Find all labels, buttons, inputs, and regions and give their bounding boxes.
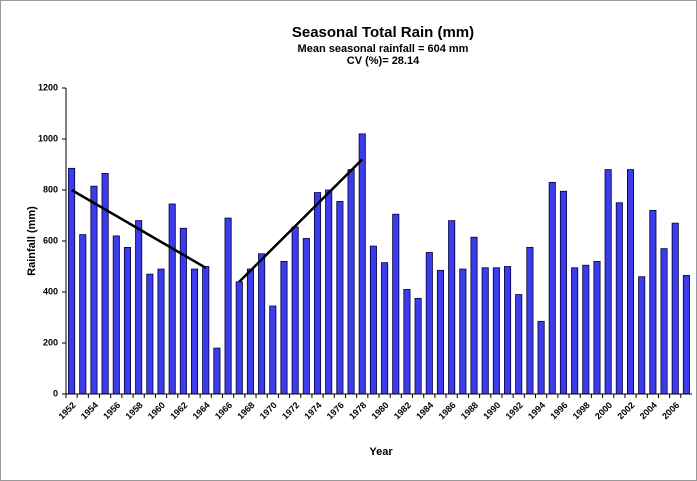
- bar: [548, 181, 556, 395]
- bar: [313, 192, 322, 395]
- bar: [135, 220, 143, 395]
- bar: [615, 202, 623, 395]
- bar: [492, 267, 500, 395]
- bar: [660, 248, 668, 395]
- bar: [202, 266, 210, 395]
- bar: [425, 252, 433, 395]
- bar: [213, 347, 221, 395]
- bar: [146, 273, 154, 395]
- bar: [392, 213, 400, 395]
- bar: [604, 169, 612, 395]
- bar: [504, 266, 512, 395]
- subtitle: CV (%)= 28.14: [347, 55, 420, 67]
- trend-line: [238, 158, 364, 283]
- bar: [191, 268, 199, 395]
- y-tick-label: 1200: [38, 82, 58, 92]
- bar: [682, 275, 690, 395]
- bar: [280, 260, 288, 395]
- bar: [79, 234, 87, 395]
- y-tick-label: 1000: [38, 133, 58, 143]
- bar: [671, 222, 679, 395]
- bar: [638, 276, 646, 395]
- bar: [448, 220, 456, 395]
- bar: [101, 173, 109, 395]
- bar: [459, 268, 467, 395]
- y-axis-label: Rainfall (mm): [26, 206, 38, 276]
- chart-title: Seasonal Total Rain (mm): [292, 24, 474, 41]
- bar: [515, 294, 523, 395]
- y-tick-label: 200: [43, 337, 58, 347]
- y-tick-label: 0: [53, 388, 58, 398]
- bar: [235, 281, 243, 395]
- bar: [157, 268, 165, 395]
- y-tick-label: 400: [43, 286, 58, 296]
- bar: [258, 253, 266, 395]
- y-tick-label: 800: [43, 184, 58, 194]
- bar: [68, 167, 76, 395]
- bar: [470, 236, 478, 395]
- bar: [112, 235, 120, 395]
- bar: [369, 245, 377, 395]
- x-axis-label: Year: [369, 446, 393, 458]
- bar: [559, 190, 567, 395]
- bar: [246, 268, 254, 395]
- bar: [336, 201, 344, 395]
- bar: [571, 267, 579, 395]
- bar: [168, 203, 176, 395]
- bar: [436, 269, 445, 395]
- bar: [269, 305, 277, 395]
- subtitle: Mean seasonal rainfall = 604 mm: [298, 43, 469, 55]
- bar: [626, 169, 635, 395]
- bar: [526, 246, 534, 395]
- bar: [403, 289, 411, 395]
- bar: [224, 217, 232, 395]
- bar: [414, 297, 422, 395]
- trend-line: [70, 188, 207, 269]
- bar: [347, 169, 355, 395]
- bar: [90, 185, 98, 395]
- bar: [325, 189, 333, 395]
- bar: [123, 246, 132, 395]
- bar: [593, 260, 601, 395]
- bar: [537, 320, 545, 395]
- bar: [358, 133, 366, 395]
- bar: [649, 209, 657, 395]
- y-tick-label: 600: [43, 235, 58, 245]
- bar: [291, 226, 299, 395]
- bar: [381, 262, 389, 395]
- bar: [481, 267, 489, 395]
- bar: [582, 264, 590, 395]
- bar: [302, 238, 310, 395]
